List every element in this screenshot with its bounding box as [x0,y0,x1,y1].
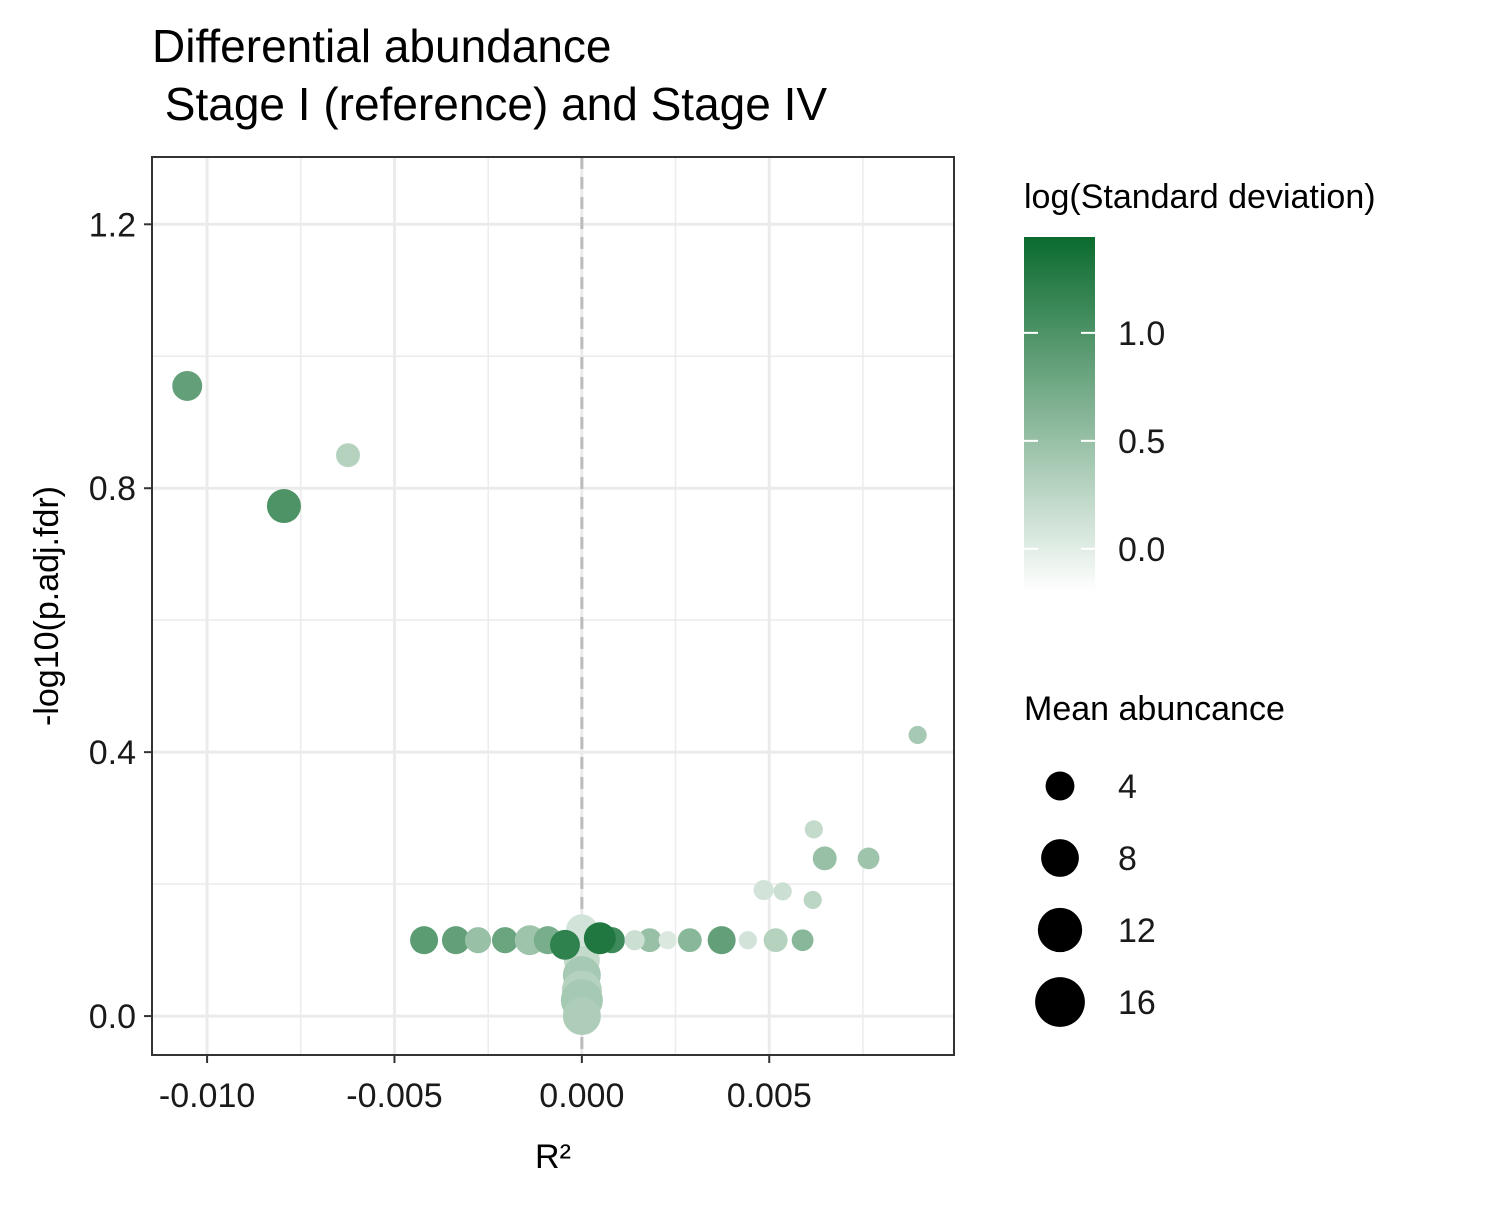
x-axis-title: R² [535,1138,571,1176]
y-tick-label: 1.2 [89,206,136,244]
point [637,928,662,953]
colorbar-label: 1.0 [1118,315,1165,353]
size-key [1035,977,1085,1027]
point [677,928,702,953]
point [464,927,492,954]
point [441,926,470,955]
y-tick-label: 0.4 [89,734,136,772]
point [791,929,814,952]
chart-subtitle: Stage I (reference) and Stage IV [152,78,827,130]
point [658,931,677,950]
point [491,927,519,954]
x-tick-label: -0.005 [346,1077,442,1115]
point [738,931,757,950]
x-tick-label: 0.000 [539,1077,624,1115]
point [763,928,788,953]
point [803,890,822,910]
size-label: 4 [1118,768,1137,806]
x-tick-label: -0.010 [159,1077,255,1115]
colorbar [1024,237,1095,592]
point [583,922,616,955]
point [336,443,360,468]
point [410,926,439,955]
point [624,930,645,951]
point [266,489,301,524]
point [707,926,736,955]
point [857,847,880,870]
point [812,846,837,871]
panel-border [151,156,955,1056]
size-key [1045,771,1075,801]
plot-background [152,157,954,1055]
point [908,725,927,745]
size-label: 8 [1118,840,1137,878]
y-tick-label: 0.0 [89,998,136,1036]
y-axis-title: -log10(p.adj.fdr) [28,486,66,726]
chart-title: Differential abundance [152,20,611,72]
size-legend-title: Mean abuncance [1024,690,1285,728]
x-tick-label: 0.005 [727,1077,812,1115]
colorbar-label: 0.0 [1118,531,1165,569]
size-key [1041,839,1079,877]
point [773,882,792,901]
size-key [1037,907,1083,953]
point [804,820,823,839]
point [550,929,580,960]
point [753,879,774,901]
colorbar-label: 0.5 [1118,423,1165,461]
color-legend-title: log(Standard deviation) [1024,178,1376,216]
size-label: 12 [1118,912,1156,950]
point [562,997,601,1036]
y-tick-label: 0.8 [89,470,136,508]
point [172,370,203,401]
size-label: 16 [1118,984,1156,1022]
